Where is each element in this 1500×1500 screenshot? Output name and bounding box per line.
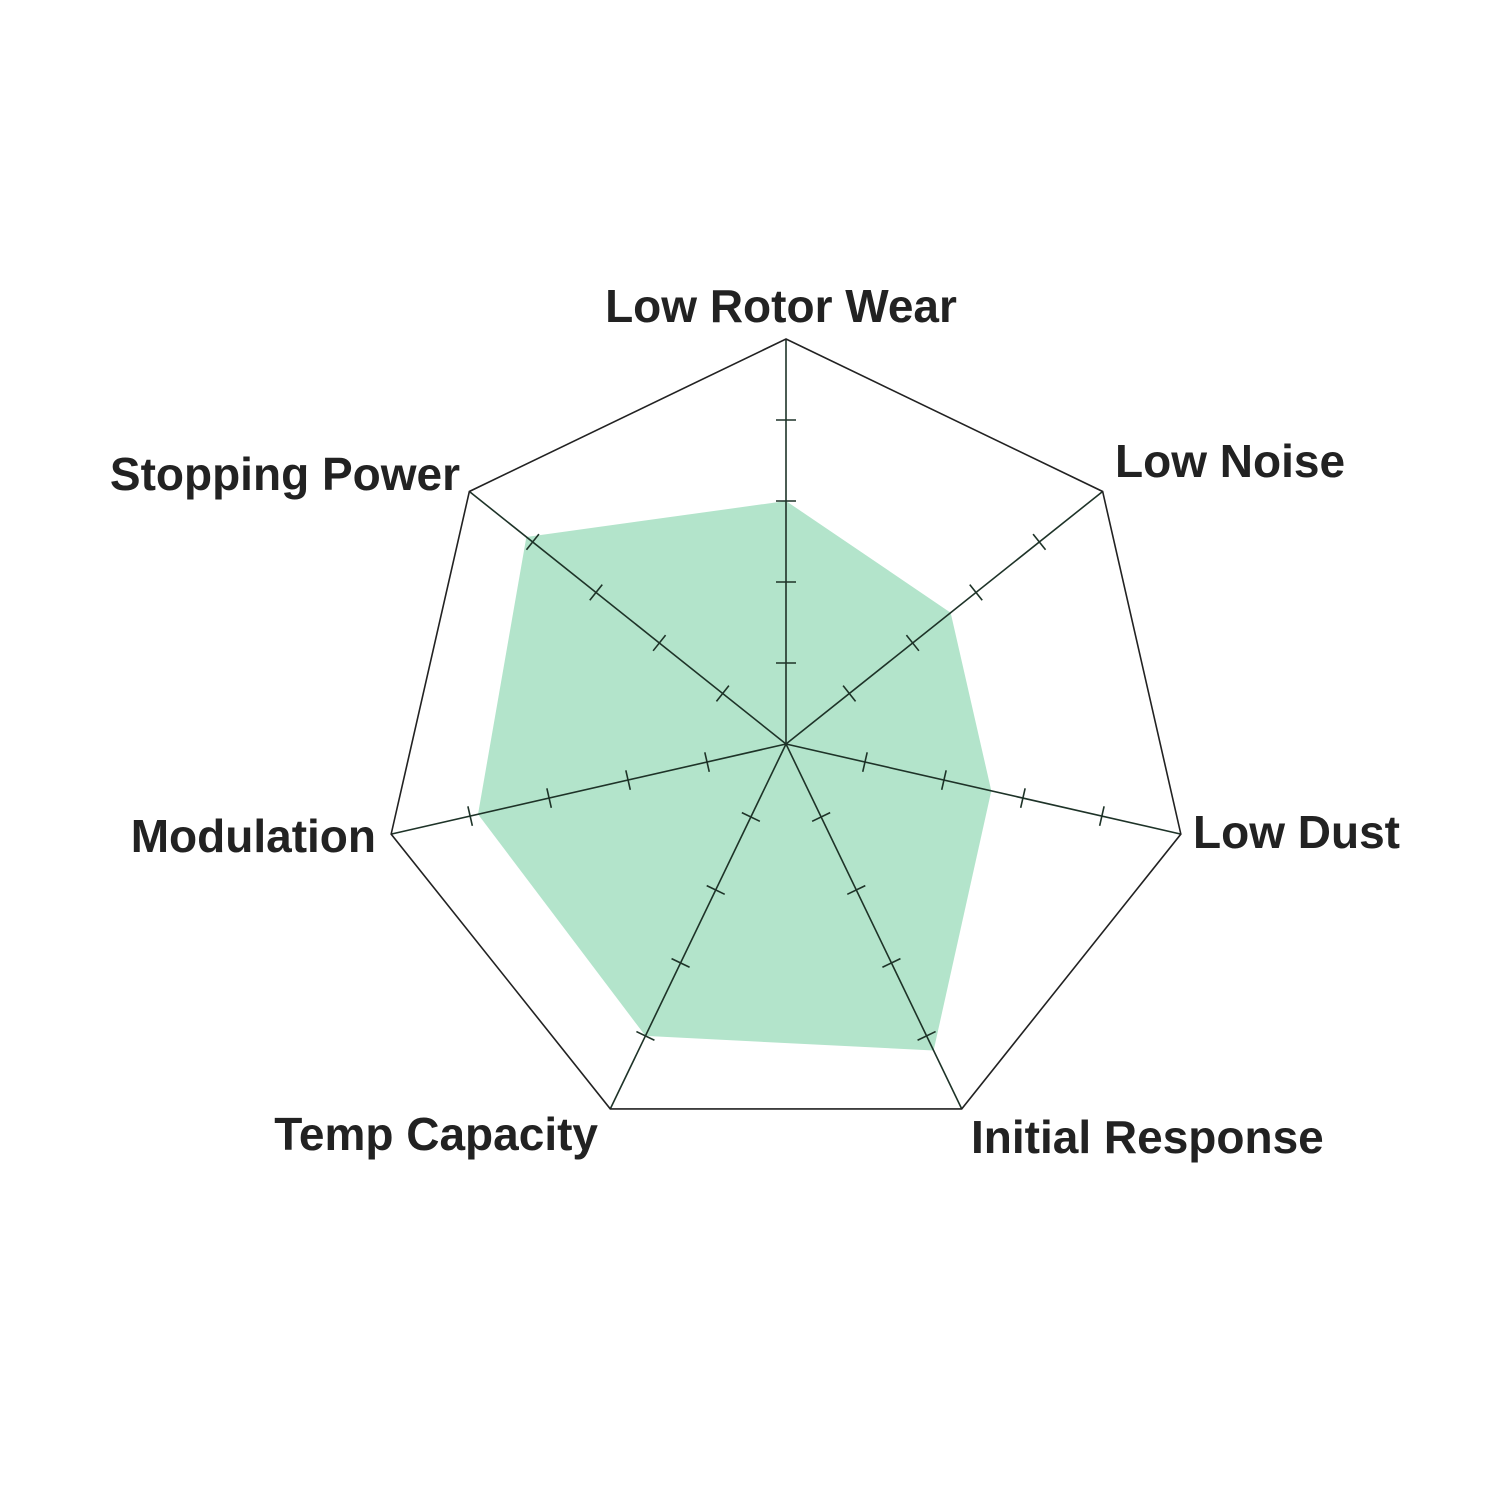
axis-tick	[811, 811, 831, 823]
axis-line	[468, 490, 787, 745]
axis-tick	[1098, 806, 1105, 827]
axis-tick	[882, 957, 901, 968]
axis-label-temp-capacity: Temp Capacity	[274, 1108, 598, 1160]
axis-line	[609, 743, 787, 1110]
axis-tick	[467, 806, 474, 827]
outer-outline	[390, 338, 1182, 1110]
axis-tick	[905, 634, 920, 652]
axis-tick	[546, 788, 553, 808]
axis-tick	[706, 884, 726, 896]
axis-label-low-noise: Low Noise	[1115, 435, 1345, 487]
data-area	[478, 501, 992, 1051]
axis-tick	[917, 1030, 936, 1041]
axis-label-stopping-power: Stopping Power	[110, 448, 460, 500]
axis-tick	[636, 1030, 655, 1041]
axis-tick	[969, 584, 983, 601]
axis-label-modulation: Modulation	[131, 810, 376, 862]
axis-tick	[652, 634, 667, 652]
axis-tick	[940, 770, 947, 790]
axis-tick	[861, 752, 868, 772]
axis-label-low-dust: Low Dust	[1193, 806, 1400, 858]
axis-tick	[1032, 533, 1047, 551]
axis-label-initial-response: Initial Response	[971, 1111, 1324, 1163]
axis-line	[390, 743, 787, 835]
axis-line	[785, 490, 1104, 745]
axis-tick	[525, 533, 540, 551]
axis-tick	[671, 957, 690, 968]
axis-tick	[741, 811, 761, 823]
axis-line	[785, 743, 963, 1110]
axis-tick	[589, 584, 603, 601]
axis-tick	[704, 752, 711, 772]
axis-tick	[625, 770, 632, 790]
axis-tick	[846, 884, 866, 896]
axis-tick	[1019, 788, 1026, 808]
axis-tick	[842, 685, 857, 702]
axis-line	[785, 743, 1182, 835]
axis-label-low-rotor-wear: Low Rotor Wear	[605, 280, 957, 332]
axis-tick	[715, 685, 730, 702]
